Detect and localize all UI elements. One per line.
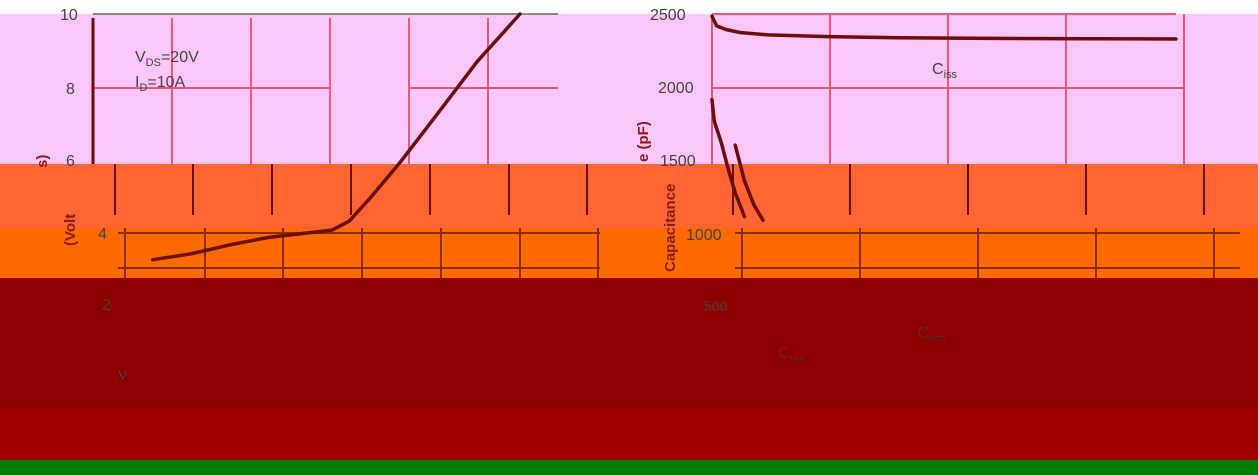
y-axis-label-v: V bbox=[118, 367, 128, 383]
band-orange bbox=[0, 164, 1258, 228]
y-axis-label-fragment-2: (Volt bbox=[62, 214, 79, 246]
cap-y-tick-500: 500 bbox=[704, 298, 728, 314]
vgs-curve bbox=[151, 12, 522, 262]
ciss-label: Ciss bbox=[932, 61, 958, 81]
cap-y-tick-1000: 1000 bbox=[686, 227, 722, 244]
y-tick-8: 8 bbox=[66, 81, 75, 98]
coss-label: Coss bbox=[917, 325, 946, 345]
coss-curve bbox=[710, 98, 747, 219]
crss-curve bbox=[733, 143, 765, 222]
curves bbox=[151, 12, 1178, 262]
y-tick-2: 2 bbox=[102, 297, 111, 314]
y-tick-4: 4 bbox=[98, 226, 107, 243]
id-annotation: ID=10A bbox=[135, 74, 186, 94]
y-tick-10: 10 bbox=[60, 7, 78, 24]
vds-annotation: VDS=20V bbox=[135, 49, 199, 69]
cap-axis-label-fragment-2: Capacitance bbox=[662, 184, 679, 272]
band-orange-2 bbox=[0, 228, 1258, 278]
band-red bbox=[0, 408, 1258, 460]
ciss-curve bbox=[710, 14, 1178, 41]
band-green bbox=[0, 460, 1258, 475]
y-tick-6: 6 bbox=[66, 153, 75, 170]
cap-y-tick-1500: 1500 bbox=[660, 153, 696, 170]
y-axis-label-fragment-1: s) bbox=[34, 155, 51, 168]
crss-label: Crss bbox=[778, 345, 805, 365]
cap-y-tick-2000: 2000 bbox=[658, 80, 694, 97]
cap-axis-label-fragment-1: e (pF) bbox=[635, 121, 652, 162]
grid bbox=[91, 13, 1240, 278]
band-dark-red bbox=[0, 278, 1258, 408]
cap-y-tick-2500: 2500 bbox=[650, 7, 686, 24]
